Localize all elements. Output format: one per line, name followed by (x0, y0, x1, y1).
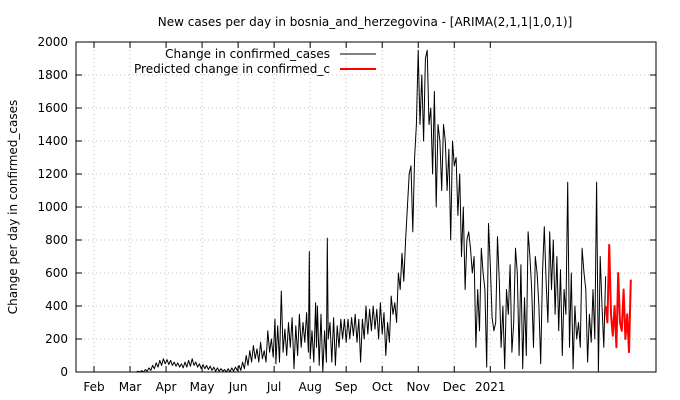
legend-label-2: Predicted change in confirmed_c (134, 62, 330, 76)
y-tick-label: 1200 (37, 167, 68, 181)
plot-frame (75, 41, 657, 373)
x-tick-label: Aug (298, 380, 321, 394)
x-tick-label: May (190, 380, 215, 394)
y-tick-label: 2000 (37, 35, 68, 49)
series-line-2 (604, 243, 632, 354)
y-tick-label: 1800 (37, 68, 68, 82)
y-tick-label: 600 (45, 266, 68, 280)
x-tick-label: Dec (443, 380, 466, 394)
x-tick-label: Oct (372, 380, 393, 394)
y-tick-label: 200 (45, 332, 68, 346)
x-tick-label: Jul (266, 380, 281, 394)
y-tick-label: 400 (45, 299, 68, 313)
y-axis-ticks: 0 200 400 600 800 1000 1200 1400 1600 1800 2000 (37, 35, 656, 379)
x-tick-label: 2021 (475, 380, 506, 394)
y-tick-label: 1400 (37, 134, 68, 148)
series-layer (76, 49, 632, 373)
x-tick-label: Feb (83, 380, 104, 394)
y-axis-label: Change per day in confirmed_cases (6, 100, 20, 315)
x-tick-label: Nov (407, 380, 430, 394)
y-tick-label: 1600 (37, 101, 68, 115)
x-tick-label: Mar (119, 380, 142, 394)
x-tick-label: Jun (228, 380, 248, 394)
series-line-1 (76, 49, 607, 373)
grid (76, 42, 656, 372)
y-tick-label: 800 (45, 233, 68, 247)
y-tick-label: 0 (60, 365, 68, 379)
x-tick-label: Sep (335, 380, 358, 394)
x-tick-label: Apr (156, 380, 177, 394)
y-tick-label: 1000 (37, 200, 68, 214)
legend-label-1: Change in confirmed_cases (165, 47, 330, 61)
chart-title: New cases per day in bosnia_and_herzegov… (158, 15, 573, 29)
x-axis-ticks: Feb Mar Apr May Jun Jul Aug Sep Oct Nov Dec 2021 (83, 42, 506, 394)
